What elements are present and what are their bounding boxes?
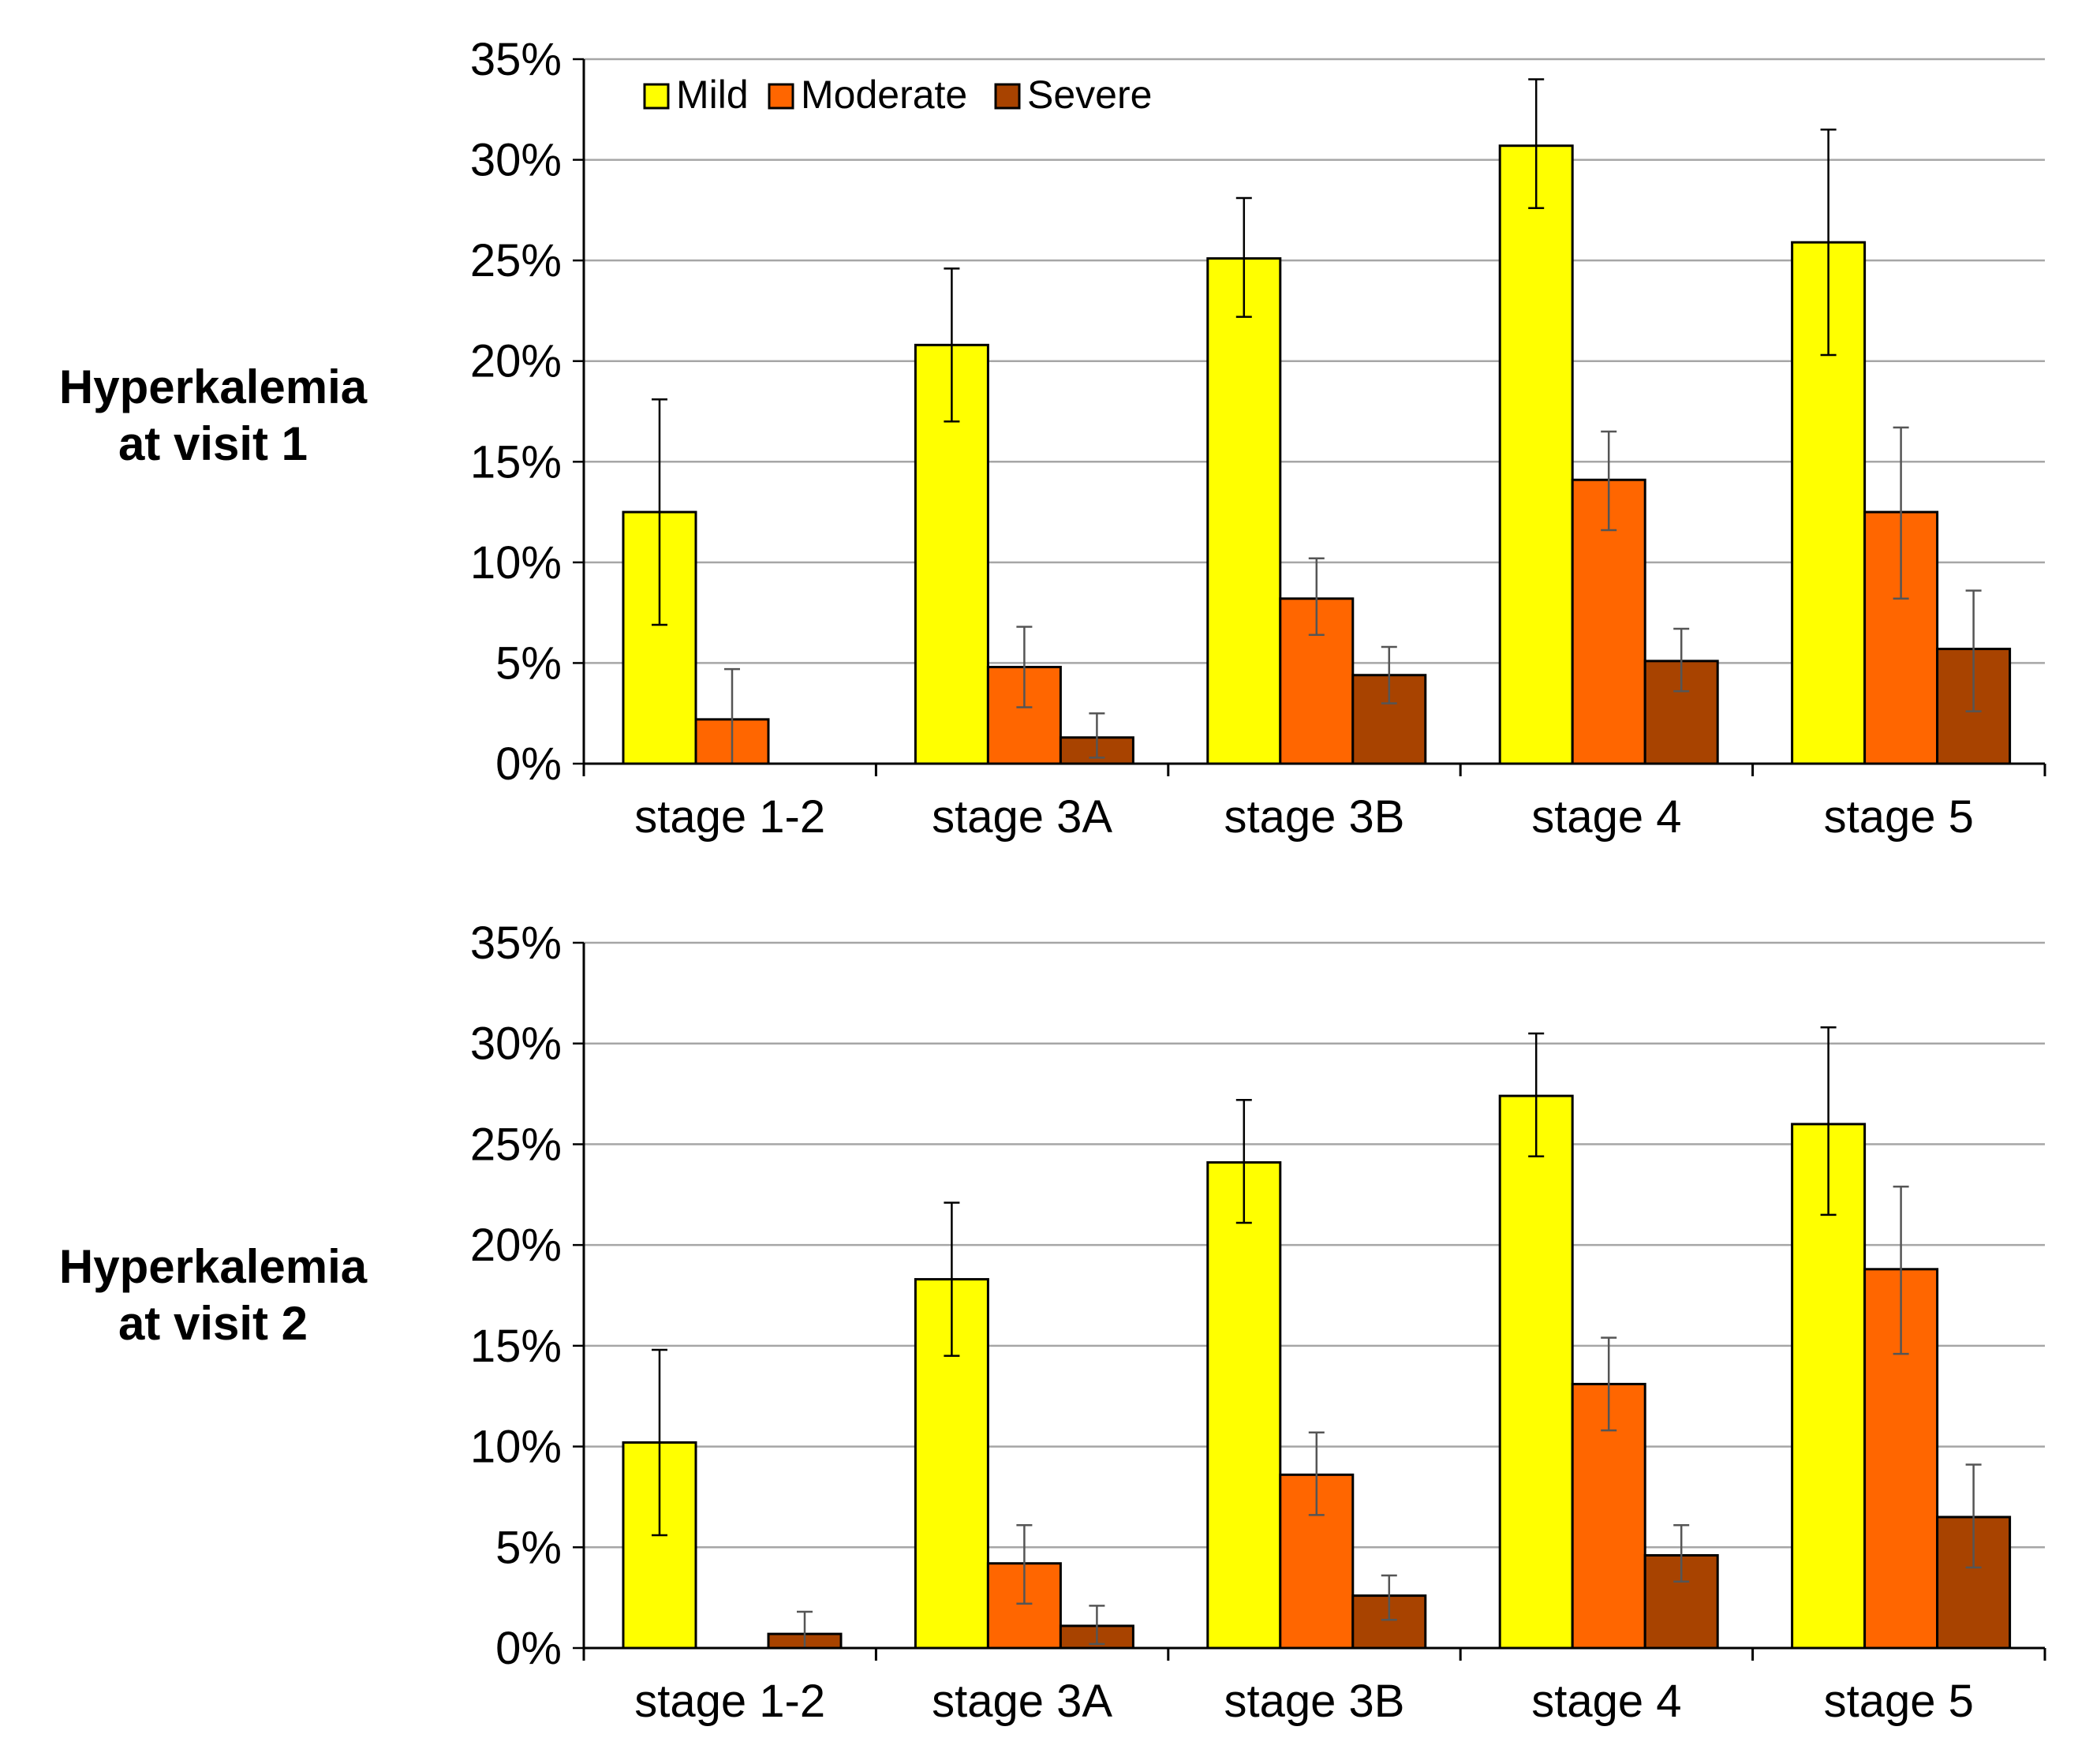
x-tick-label: stage 3B	[1224, 791, 1405, 843]
y-tick-label: 5%	[495, 637, 562, 689]
bar-mild-stage-3b	[1206, 1160, 1282, 1650]
x-tick-label: stage 4	[1531, 791, 1681, 843]
row-label-visit-1-line-1: Hyperkalemia	[58, 361, 368, 413]
legend-swatch-moderate	[768, 83, 794, 110]
legend-swatch-severe	[994, 83, 1021, 110]
y-tick-label: 20%	[470, 336, 562, 387]
y-tick-label: 30%	[470, 135, 562, 186]
x-tick-label: stage 5	[1824, 791, 1974, 843]
y-tick-label: 20%	[470, 1220, 562, 1271]
x-tick-label: stage 4	[1531, 1676, 1681, 1727]
legend-swatch-mild	[643, 83, 670, 110]
legend: Mild Moderate Severe	[643, 73, 1152, 117]
y-tick-label: 10%	[470, 537, 562, 589]
chart-panel-2: 0% 5% 10% 15% 20% 25% 30% 35% stage 1-2 stage 3A s…	[470, 918, 2046, 1727]
bar-mild-stage-3b	[1206, 257, 1282, 765]
bar-mild-stage-4	[1498, 144, 1574, 765]
y-tick-label: 15%	[470, 1321, 562, 1372]
bar-moderate-stage-3a	[986, 1562, 1062, 1650]
x-tick-label: stage 1-2	[634, 791, 825, 843]
row-label-visit-2-line-2: at visit 2	[118, 1297, 308, 1350]
y-tick-label: 5%	[495, 1522, 562, 1573]
y-tick-label: 25%	[470, 235, 562, 286]
row-label-visit-2: Hyperkalemia at visit 2	[16, 1239, 410, 1352]
y-tick-label: 30%	[470, 1018, 562, 1070]
y-tick-label: 35%	[470, 34, 562, 85]
legend-label-moderate: Moderate	[801, 73, 967, 117]
y-tick-label: 0%	[495, 738, 562, 790]
x-tick-label: stage 3A	[932, 1676, 1112, 1727]
y-tick-label: 15%	[470, 436, 562, 488]
legend-label-mild: Mild	[676, 73, 749, 117]
y-tick-label: 25%	[470, 1119, 562, 1170]
x-tick-label: stage 5	[1824, 1676, 1974, 1727]
x-tick-label: stage 3B	[1224, 1676, 1405, 1727]
row-label-visit-1: Hyperkalemia at visit 1	[16, 359, 410, 473]
row-label-visit-2-line-1: Hyperkalemia	[58, 1240, 368, 1293]
y-tick-label: 10%	[470, 1422, 562, 1473]
x-tick-label: stage 3A	[932, 791, 1112, 843]
legend-label-severe: Severe	[1027, 73, 1152, 117]
bar-mild-stage-4	[1498, 1094, 1574, 1650]
chart-panel-1: 0% 5% 10% 15% 20% 25% 30% 35% stage 1-2 stage 3A s…	[470, 34, 2046, 843]
y-tick-label: 35%	[470, 918, 562, 969]
x-tick-label: stage 1-2	[634, 1676, 825, 1727]
y-tick-label: 0%	[495, 1623, 562, 1674]
row-label-visit-1-line-2: at visit 1	[118, 417, 308, 470]
